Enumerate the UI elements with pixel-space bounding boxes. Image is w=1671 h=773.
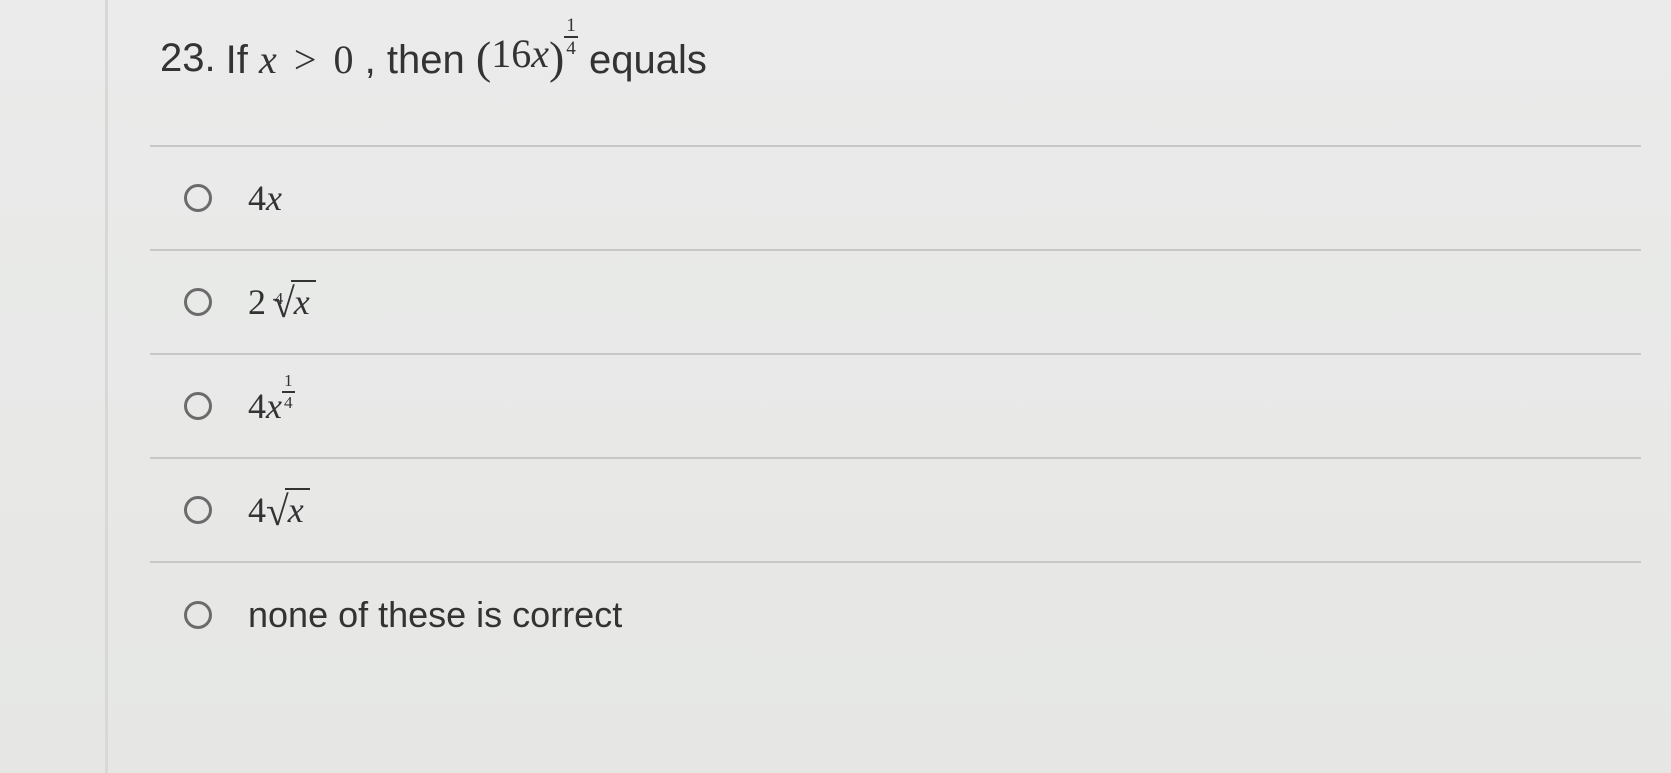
page: 23. If x > 0 , then ( 16 x ) 1 4 equal: [0, 0, 1671, 773]
left-margin-rule: [105, 0, 108, 773]
option-d-coef: 4: [248, 489, 266, 531]
option-e[interactable]: none of these is correct: [150, 563, 1641, 667]
option-c-coef: 4: [248, 385, 266, 427]
option-c-var: x: [266, 385, 282, 427]
radical-icon: √: [272, 283, 295, 324]
question-var-x: x: [259, 37, 277, 82]
question-rparen: ): [549, 30, 564, 85]
option-c-exp-den: 4: [282, 393, 295, 411]
question-gt: >: [288, 37, 323, 82]
question-prefix: If: [226, 38, 259, 82]
radio-icon[interactable]: [184, 392, 212, 420]
option-c-exponent: 1 4: [282, 372, 295, 411]
radio-icon[interactable]: [184, 184, 212, 212]
question-stem: 23. If x > 0 , then ( 16 x ) 1 4 equal: [160, 30, 1641, 85]
option-b-coef: 2: [248, 281, 266, 323]
question-lparen: (: [476, 30, 491, 85]
radio-icon[interactable]: [184, 288, 212, 316]
question-exp-num: 1: [564, 16, 578, 38]
radio-icon[interactable]: [184, 496, 212, 524]
option-b[interactable]: 2 4 √ x: [150, 251, 1641, 355]
radio-icon[interactable]: [184, 601, 212, 629]
question-suffix: equals: [589, 38, 707, 82]
option-a-var: x: [266, 177, 282, 219]
option-d[interactable]: 4 √ x: [150, 459, 1641, 563]
option-a[interactable]: 4x: [150, 147, 1641, 251]
question-block: 23. If x > 0 , then ( 16 x ) 1 4 equal: [150, 30, 1641, 773]
option-e-label: none of these is correct: [248, 594, 622, 636]
question-text: If x > 0 , then ( 16 x ) 1 4 equals: [226, 30, 707, 85]
question-number: 23.: [160, 34, 216, 82]
question-exp-den: 4: [564, 38, 578, 58]
option-c-label: 4x 1 4: [248, 385, 295, 427]
option-c-expr: 4x 1 4: [248, 385, 295, 427]
question-var2: x: [531, 30, 549, 78]
radical-icon: √: [266, 491, 289, 532]
option-b-label: 2 4 √ x: [248, 280, 316, 323]
option-a-coef: 4: [248, 177, 266, 219]
question-expression: ( 16 x ) 1 4: [476, 30, 578, 85]
option-a-label: 4x: [248, 177, 282, 219]
option-c[interactable]: 4x 1 4: [150, 355, 1641, 459]
question-exponent: 1 4: [564, 16, 578, 58]
option-c-exp-num: 1: [282, 372, 295, 392]
question-coef: 16: [491, 30, 531, 78]
question-zero: 0: [334, 37, 354, 82]
options-list: 4x 2 4 √ x 4x: [150, 145, 1641, 667]
option-d-radical: √ x: [266, 488, 310, 531]
option-d-label: 4 √ x: [248, 488, 310, 531]
option-b-radical: 4 √ x: [266, 280, 316, 323]
question-mid: , then: [365, 38, 476, 82]
